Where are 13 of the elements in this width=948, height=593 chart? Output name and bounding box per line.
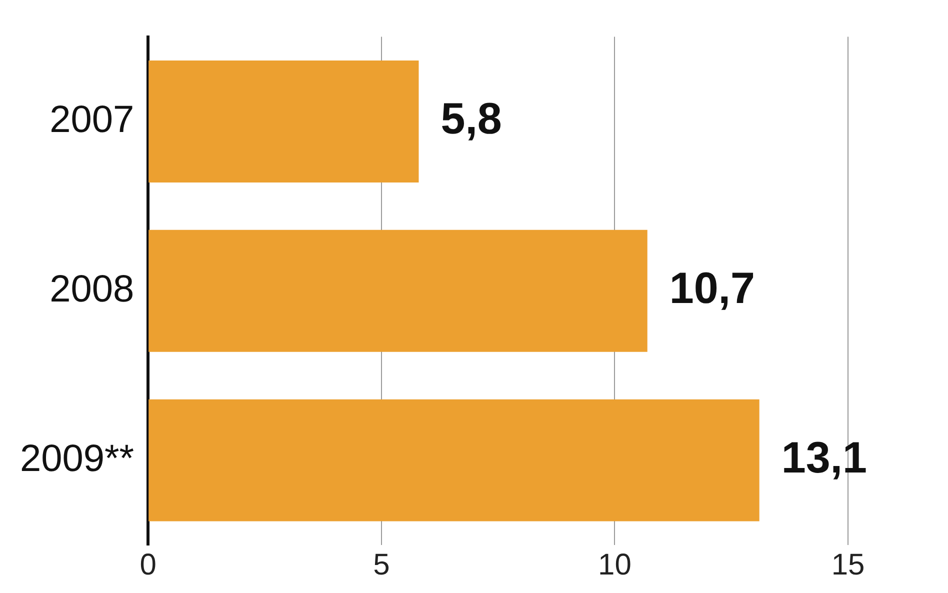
x-tick-label: 5 <box>373 548 390 582</box>
x-tick-label: 0 <box>140 548 156 582</box>
y-tick-label: 2008 <box>50 268 134 310</box>
y-tick-label: 2007 <box>50 98 134 141</box>
bar <box>148 60 419 182</box>
x-tick-label: 10 <box>598 548 632 582</box>
data-label: 10,7 <box>669 264 756 314</box>
data-label: 13,1 <box>781 433 867 482</box>
data-label: 5,8 <box>440 94 502 144</box>
bar <box>148 230 648 352</box>
x-tick-label: 15 <box>831 548 865 582</box>
bar <box>148 399 760 522</box>
y-tick-label: 2009** <box>20 438 134 480</box>
